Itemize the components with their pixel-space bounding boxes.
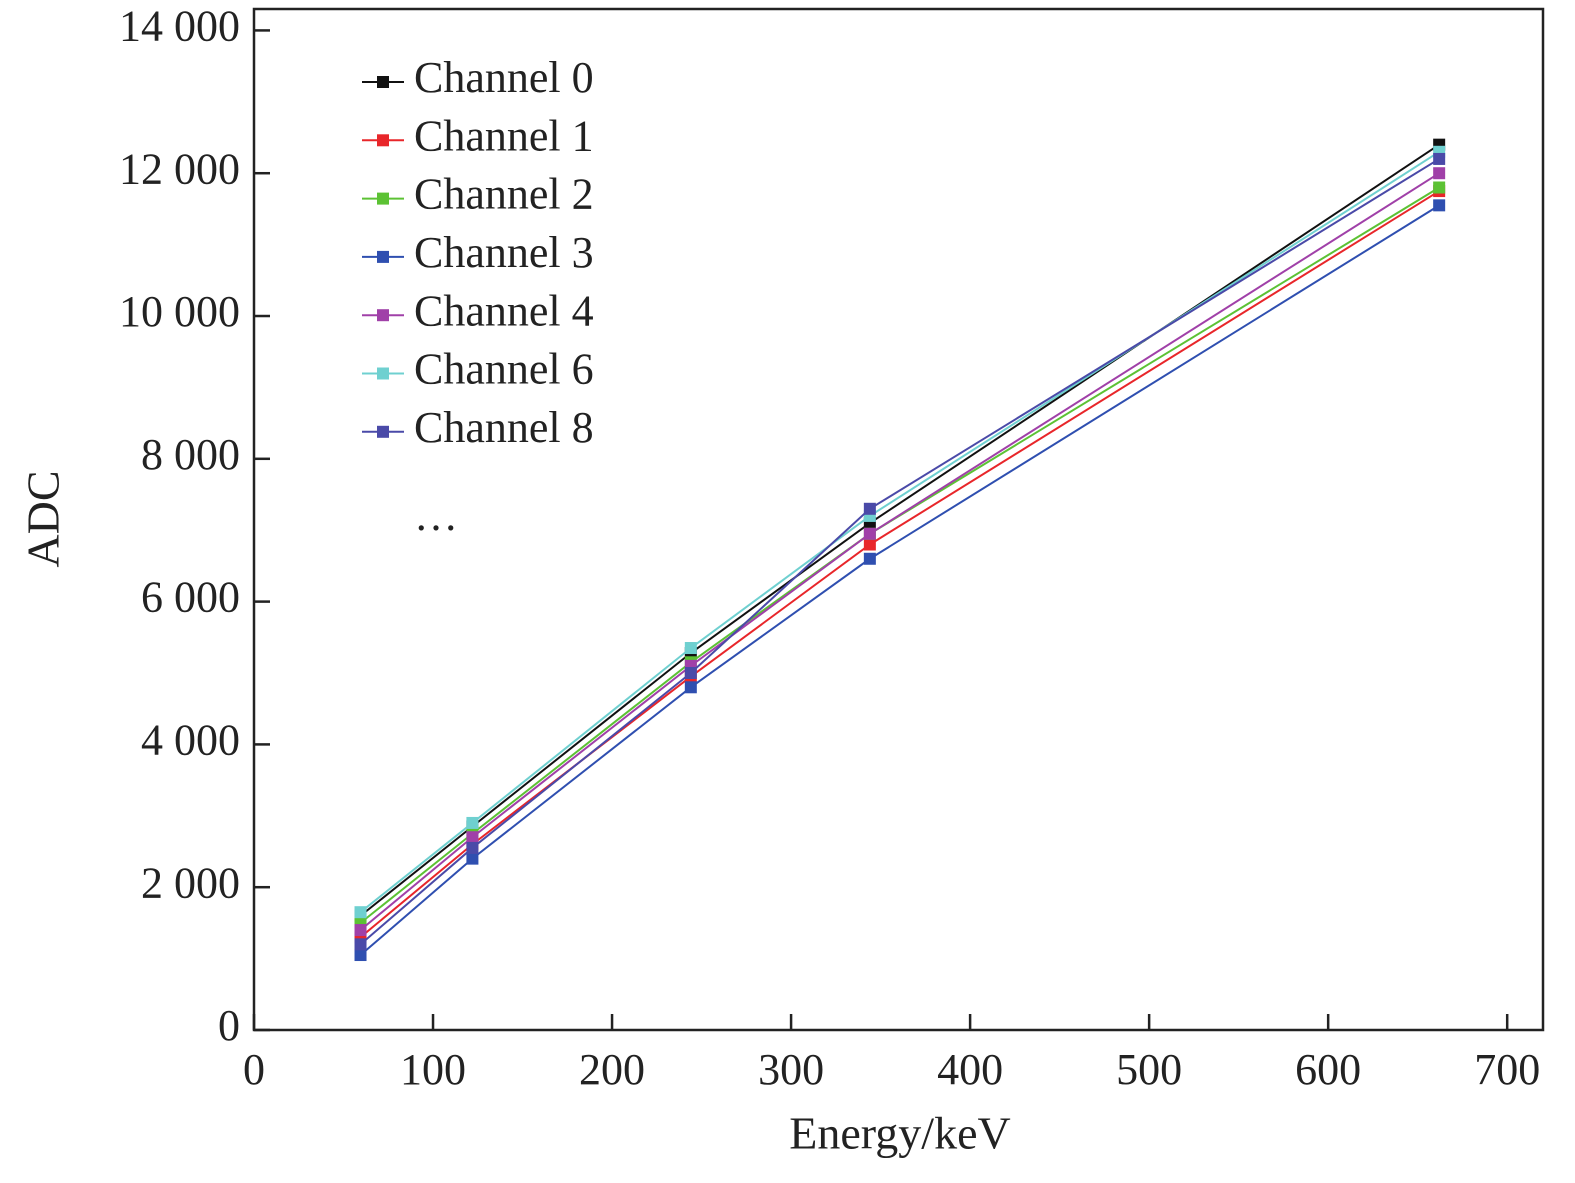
y-tick-label: 2 000	[141, 858, 240, 907]
data-point	[863, 552, 876, 565]
x-tick-label: 0	[243, 1045, 265, 1094]
x-tick-label: 200	[579, 1045, 645, 1094]
y-tick-label: 8 000	[141, 430, 240, 479]
data-point	[466, 831, 479, 844]
data-point	[354, 938, 367, 951]
data-point	[1433, 152, 1446, 165]
y-tick-label: 14 000	[119, 2, 240, 51]
x-tick-label: 500	[1116, 1045, 1182, 1094]
data-point	[863, 509, 876, 522]
x-tick-label: 400	[937, 1045, 1003, 1094]
legend-label: Channel 1	[414, 111, 594, 160]
data-point	[354, 924, 367, 937]
legend-marker	[377, 250, 389, 263]
legend-label: Channel 2	[414, 170, 594, 219]
x-tick-label: 600	[1295, 1045, 1361, 1094]
data-point	[863, 538, 876, 551]
data-point	[1433, 181, 1446, 194]
x-tick-label: 300	[758, 1045, 824, 1094]
y-tick-label: 10 000	[119, 287, 240, 336]
data-point	[354, 949, 367, 962]
legend-label: Channel 8	[414, 403, 594, 452]
legend-label: Channel 3	[414, 228, 594, 277]
legend-marker	[377, 367, 389, 380]
legend-note: …	[414, 491, 458, 540]
legend-marker	[377, 76, 389, 88]
legend-marker	[377, 309, 389, 322]
x-axis-title: Energy/keV	[789, 1108, 1010, 1159]
y-tick-label: 0	[218, 1001, 240, 1050]
x-tick-label: 100	[400, 1045, 466, 1094]
data-point	[684, 667, 697, 680]
data-point	[1433, 167, 1446, 180]
y-tick-label: 12 000	[119, 144, 240, 193]
legend-marker	[377, 192, 389, 205]
legend-label: Channel 0	[414, 53, 594, 102]
y-tick-label: 6 000	[141, 573, 240, 622]
y-tick-label: 4 000	[141, 715, 240, 764]
legend-label: Channel 6	[414, 345, 594, 394]
data-point	[863, 527, 876, 540]
legend-marker	[377, 134, 389, 147]
y-axis-title: ADC	[18, 470, 69, 567]
legend-marker	[377, 425, 389, 438]
data-point	[466, 852, 479, 865]
data-point	[354, 906, 367, 919]
data-point	[466, 816, 479, 829]
legend-label: Channel 4	[414, 286, 594, 335]
data-point	[863, 502, 876, 515]
data-point	[684, 642, 697, 655]
data-point	[466, 841, 479, 854]
plot-frame	[252, 7, 1545, 1032]
x-tick-label: 700	[1474, 1045, 1540, 1094]
data-point	[1433, 199, 1446, 212]
data-point	[684, 681, 697, 694]
